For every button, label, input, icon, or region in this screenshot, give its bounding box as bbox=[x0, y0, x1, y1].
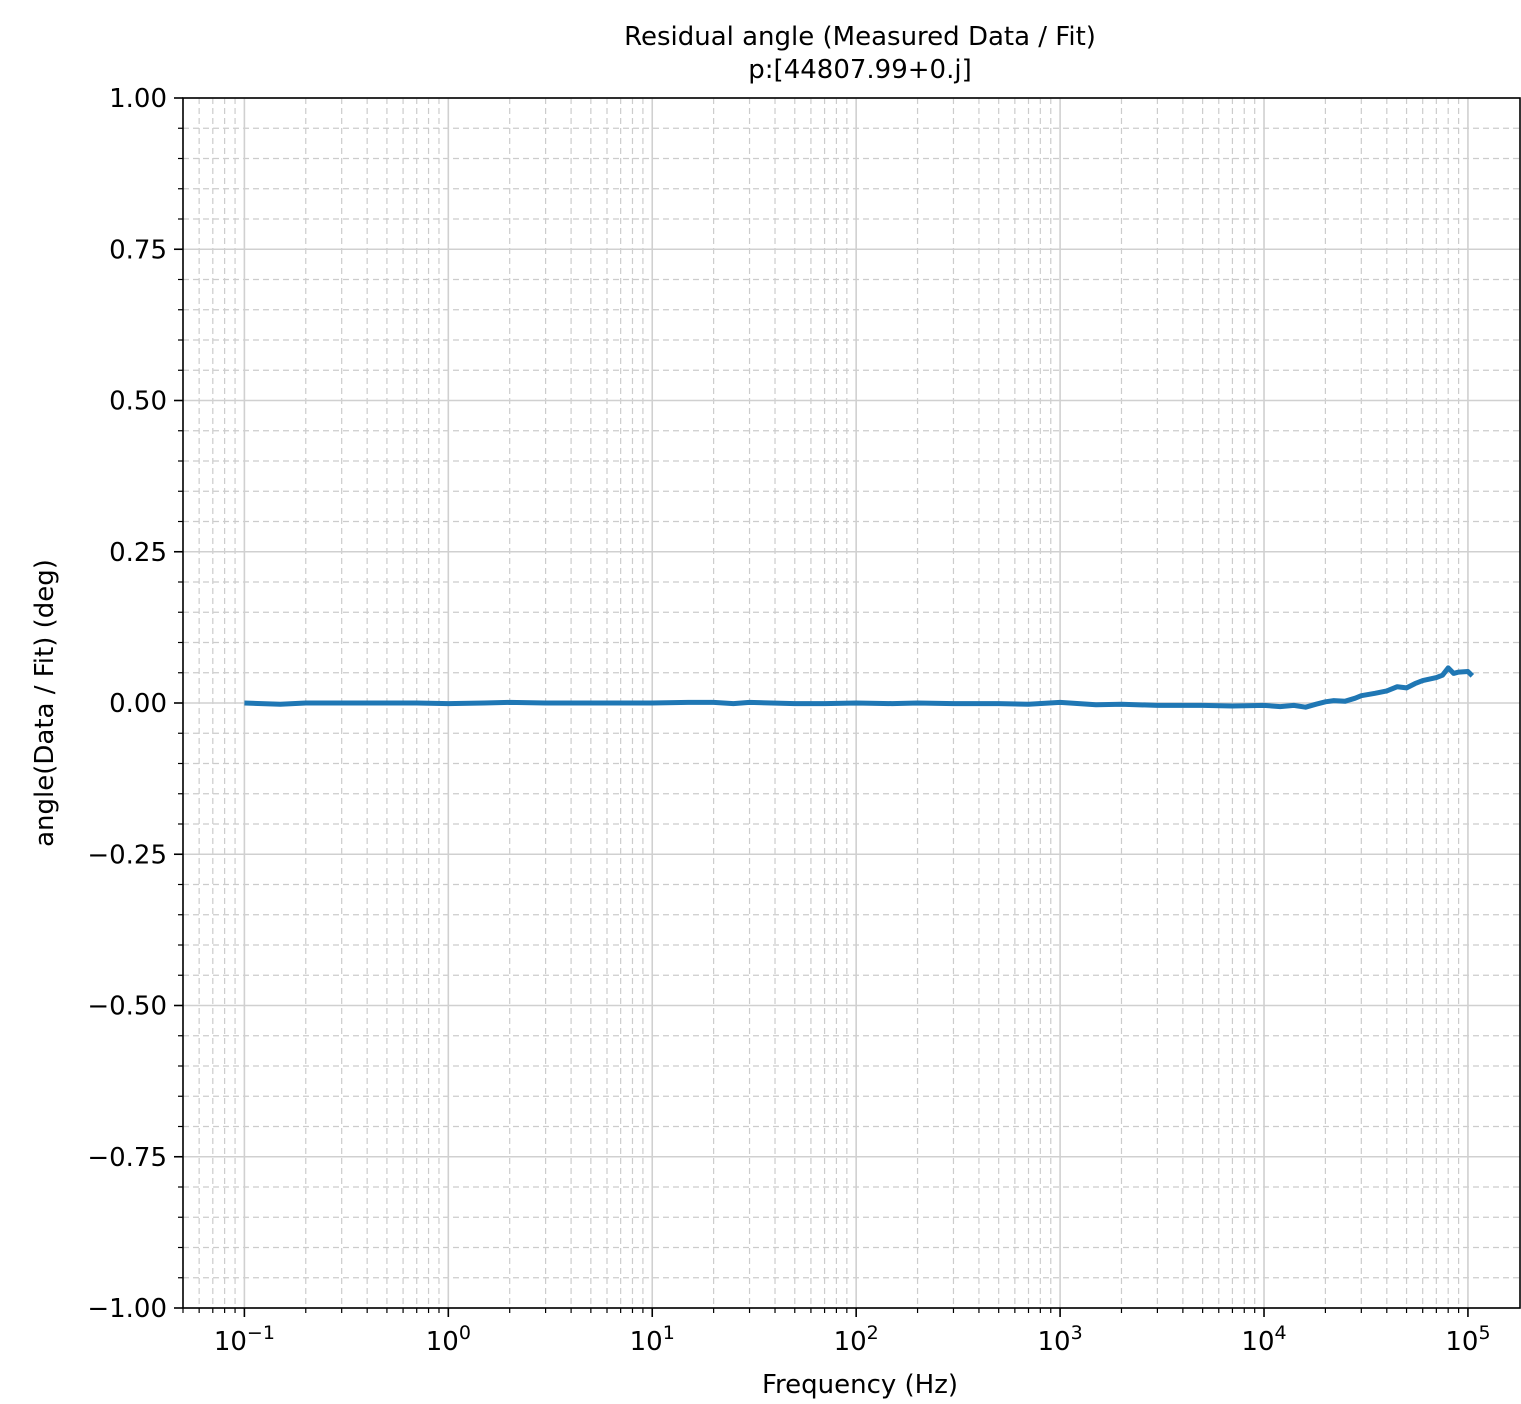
y-tick-label: 0.00 bbox=[109, 689, 167, 719]
x-tick-label: 103 bbox=[1037, 1322, 1082, 1357]
y-tick-label: 0.75 bbox=[109, 235, 167, 265]
y-tick-label: 1.00 bbox=[109, 84, 167, 114]
x-axis-label: Frequency (Hz) bbox=[762, 1370, 958, 1400]
x-tick-label: 105 bbox=[1445, 1322, 1490, 1357]
axis-ticks: 10−1 100 101 102 103 104 105 1.00 0.75 0.50 0.25 0.… bbox=[87, 84, 1490, 1357]
chart-subtitle: p:[44807.99+0.j] bbox=[748, 55, 971, 85]
x-tick-label: 101 bbox=[630, 1322, 675, 1357]
x-tick-label: 10−1 bbox=[214, 1322, 275, 1357]
y-tick-label: −0.25 bbox=[87, 840, 167, 870]
series-line bbox=[244, 665, 1475, 710]
y-tick-label: −1.00 bbox=[87, 1294, 167, 1324]
y-tick-label: −0.75 bbox=[87, 1143, 167, 1173]
x-tick-label: 102 bbox=[834, 1322, 879, 1357]
chart-title: Residual angle (Measured Data / Fit) bbox=[624, 22, 1096, 52]
x-tick-label: 100 bbox=[426, 1322, 471, 1357]
y-tick-label: 0.50 bbox=[109, 387, 167, 417]
y-axis-label: angle(Data / Fit) (deg) bbox=[30, 559, 60, 847]
x-tick-label: 104 bbox=[1241, 1322, 1286, 1357]
series-layer bbox=[244, 665, 1475, 710]
y-tick-label: −0.50 bbox=[87, 992, 167, 1022]
y-tick-label: 0.25 bbox=[109, 538, 167, 568]
